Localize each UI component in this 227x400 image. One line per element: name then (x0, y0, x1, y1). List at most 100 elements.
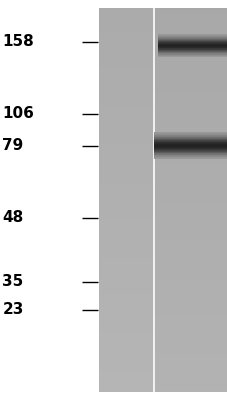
Bar (155, 192, 227, 194)
Bar (155, 198, 227, 200)
Bar (155, 146, 227, 148)
Bar (99, 346, 152, 348)
Bar (155, 156, 227, 158)
Bar (157, 52, 227, 54)
Bar (155, 278, 227, 281)
Bar (99, 230, 152, 233)
Bar (155, 175, 227, 177)
Bar (99, 196, 152, 198)
Bar (99, 319, 152, 321)
Bar (155, 142, 227, 144)
Bar (99, 292, 152, 294)
Bar (155, 63, 227, 66)
Bar (99, 278, 152, 281)
Bar (155, 332, 227, 334)
Text: 158: 158 (2, 34, 34, 50)
Bar (99, 217, 152, 219)
Bar (155, 265, 227, 267)
Bar (154, 144, 227, 146)
Bar (99, 296, 152, 298)
Bar (157, 55, 227, 56)
Bar (99, 21, 152, 23)
Bar (99, 300, 152, 302)
Bar (99, 111, 152, 114)
Bar (99, 130, 152, 133)
Bar (99, 176, 152, 179)
Bar (157, 40, 227, 42)
Bar (99, 351, 152, 354)
Bar (99, 261, 152, 263)
Bar (99, 232, 152, 234)
Bar (155, 75, 227, 77)
Bar (99, 286, 152, 288)
Bar (99, 40, 152, 42)
Bar (99, 305, 152, 308)
Bar (155, 161, 227, 164)
Bar (155, 370, 227, 373)
Bar (154, 150, 227, 151)
Bar (99, 69, 152, 71)
Bar (99, 303, 152, 306)
Bar (99, 313, 152, 315)
Bar (155, 204, 227, 206)
Bar (155, 52, 227, 54)
Bar (99, 388, 152, 390)
Bar (155, 27, 227, 29)
Bar (99, 253, 152, 256)
Bar (99, 113, 152, 116)
Bar (99, 73, 152, 75)
Bar (99, 342, 152, 344)
Bar (99, 56, 152, 58)
Bar (155, 138, 227, 140)
Bar (155, 15, 227, 18)
Bar (155, 357, 227, 359)
Bar (99, 223, 152, 225)
Bar (99, 36, 152, 39)
Bar (99, 334, 152, 336)
Bar (155, 186, 227, 188)
Bar (99, 380, 152, 382)
Bar (154, 138, 227, 139)
Bar (157, 44, 227, 46)
Bar (99, 221, 152, 223)
Bar (154, 137, 227, 138)
Bar (99, 67, 152, 70)
Bar (154, 140, 227, 141)
Bar (157, 42, 227, 44)
Bar (155, 230, 227, 233)
Bar (155, 242, 227, 244)
Bar (99, 167, 152, 169)
Bar (99, 361, 152, 363)
Bar (99, 119, 152, 121)
Bar (99, 46, 152, 48)
Bar (157, 55, 227, 57)
Bar (155, 165, 227, 167)
Bar (155, 232, 227, 234)
Bar (99, 80, 152, 83)
Bar (99, 204, 152, 206)
Bar (155, 196, 227, 198)
Bar (157, 37, 227, 38)
Bar (155, 236, 227, 238)
Bar (154, 154, 227, 156)
Bar (155, 184, 227, 186)
Bar (99, 94, 152, 96)
Text: 79: 79 (2, 138, 23, 154)
Bar (99, 252, 152, 254)
Bar (155, 73, 227, 75)
Bar (99, 19, 152, 22)
Bar (99, 140, 152, 142)
Bar (155, 61, 227, 64)
Bar (157, 36, 227, 38)
Bar (155, 100, 227, 102)
Bar (155, 132, 227, 135)
Bar (155, 263, 227, 265)
Bar (155, 21, 227, 23)
Bar (155, 115, 227, 118)
Bar (99, 200, 152, 202)
Bar (99, 250, 152, 252)
Bar (155, 154, 227, 156)
Bar (154, 141, 227, 142)
Bar (155, 84, 227, 87)
Bar (99, 52, 152, 54)
